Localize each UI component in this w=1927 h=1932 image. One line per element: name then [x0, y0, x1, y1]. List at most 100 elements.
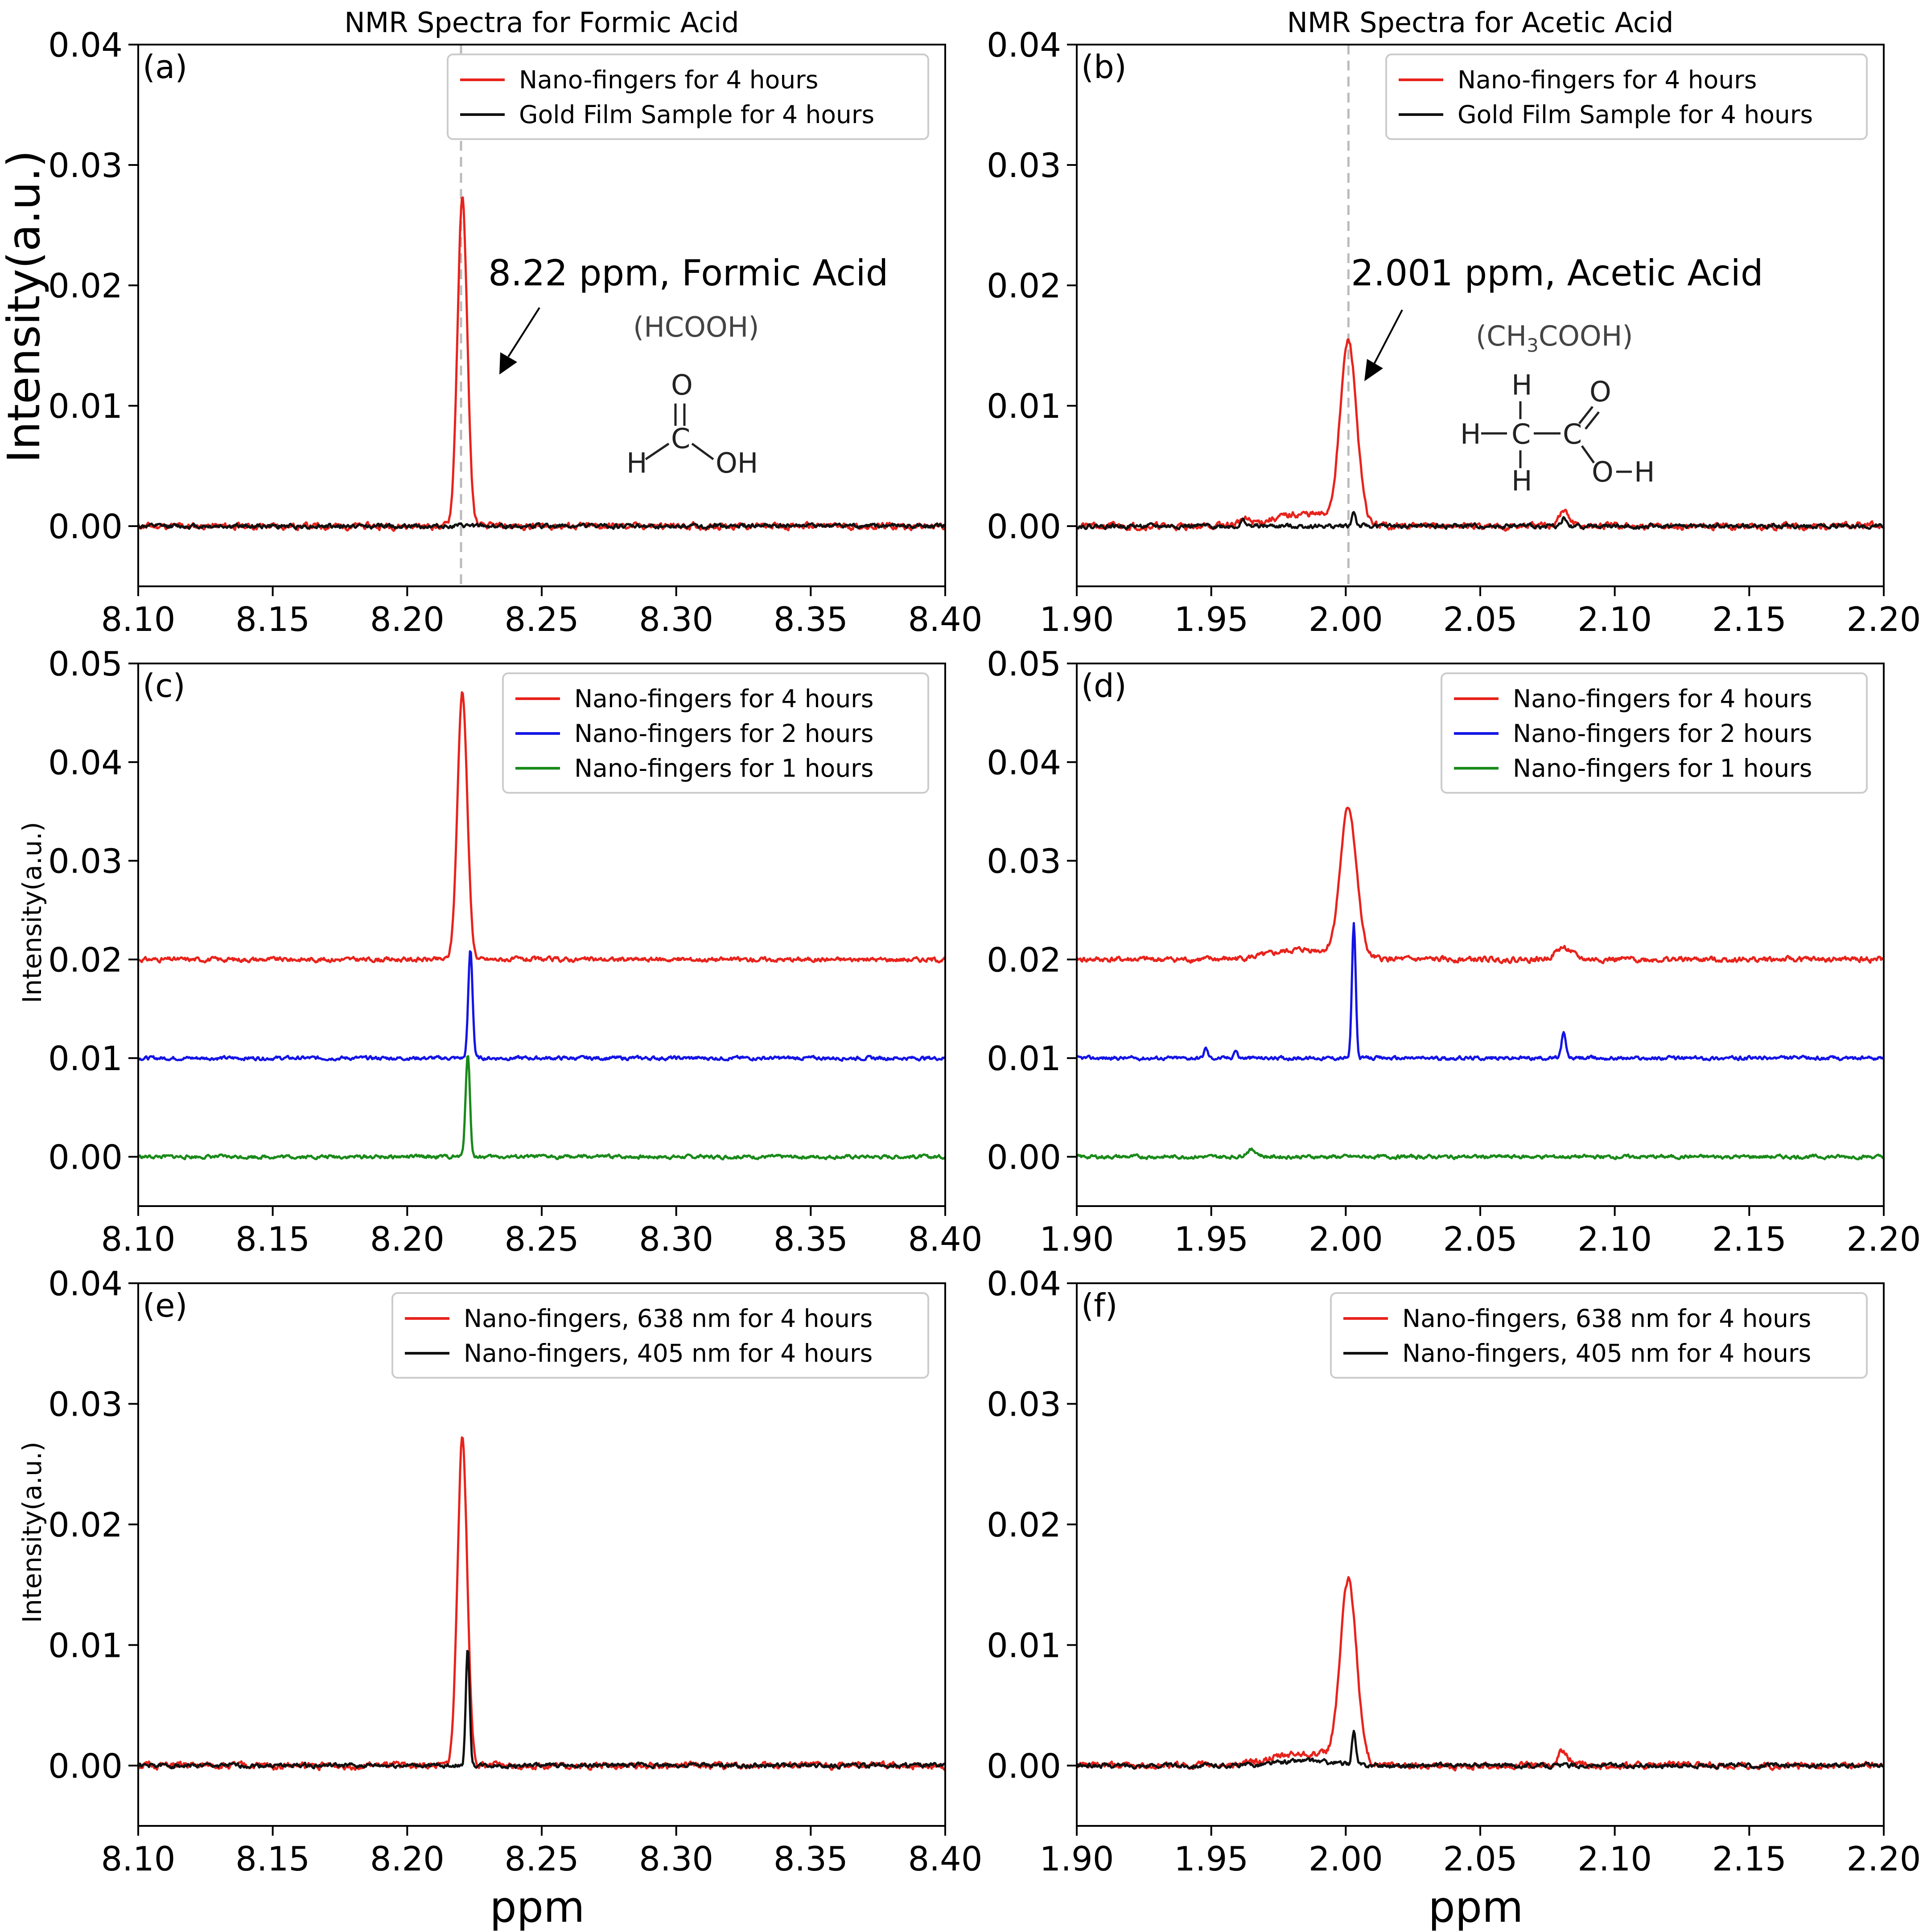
x-axis-label: ppm [1428, 1883, 1523, 1932]
x-tick-label: 8.35 [774, 1219, 848, 1259]
x-tick-label: 2.10 [1577, 1219, 1652, 1259]
x-tick-label: 2.15 [1712, 1219, 1787, 1259]
arrow-head [1364, 359, 1383, 381]
y-tick-label: 0.03 [48, 146, 123, 185]
y-tick-label: 0.04 [987, 743, 1061, 782]
series-c-1 [138, 950, 945, 1062]
series-b-1 [1077, 511, 1884, 531]
atom-label: C [1511, 418, 1531, 450]
legend-box [391, 1292, 929, 1379]
legend: Nano-fingers for 4 hours Gold Film Sample… [1385, 54, 1868, 140]
x-tick-label: 8.10 [101, 1839, 176, 1878]
x-tick-label: 8.35 [774, 1839, 848, 1878]
x-tick-label: 2.00 [1309, 1219, 1383, 1259]
y-tick-label: 0.02 [48, 1505, 123, 1545]
y-tick-label: 0.02 [987, 266, 1061, 305]
legend-entry: Nano-fingers for 4 hours [1458, 66, 1757, 94]
bond [1585, 411, 1600, 430]
y-tick-label: 0.02 [987, 1505, 1061, 1545]
legend-entry: Nano-fingers, 638 nm for 4 hours [1402, 1304, 1811, 1333]
x-axis-label: ppm [490, 1883, 585, 1932]
y-tick-label: 0.02 [48, 940, 123, 980]
x-tick-label: 1.95 [1174, 1219, 1248, 1259]
x-tick-label: 8.30 [639, 1839, 713, 1878]
annotation-text: 2.001 ppm, Acetic Acid [1351, 252, 1763, 294]
atom-label: H [1511, 465, 1532, 497]
x-tick-label: 2.20 [1847, 1219, 1921, 1259]
y-tick-label: 0.00 [48, 1747, 123, 1786]
y-tick-label: 0.01 [987, 1626, 1061, 1665]
series-c-0 [138, 691, 945, 964]
panel-e: 8.10 8.15 8.20 8.25 8.30 8.35 8.40 0.00 0.01 0.02… [17, 1264, 983, 1932]
y-tick-label: 0.03 [987, 1384, 1061, 1424]
y-tick-label: 0.01 [48, 387, 123, 426]
series-d-2 [1077, 1147, 1884, 1161]
legend-box [1441, 672, 1868, 794]
legend: Nano-fingers for 4 hours Nano-fingers for… [502, 672, 929, 794]
formula-label: (CH3COOH) [1476, 320, 1633, 356]
x-tick-label: 8.40 [908, 1839, 983, 1878]
panel-label: (b) [1081, 48, 1127, 86]
x-tick-label: 8.25 [505, 1839, 579, 1878]
x-tick-label: 8.10 [101, 1219, 176, 1259]
panel-d: 1.90 1.95 2.00 2.05 2.10 2.15 2.20 0.00 0.01 0.02… [987, 644, 1921, 1259]
annotation-arrow [1372, 309, 1403, 366]
x-tick-label: 1.95 [1174, 600, 1248, 639]
panel-label: (a) [143, 48, 187, 86]
legend-entry: Nano-fingers, 405 nm for 4 hours [1402, 1339, 1811, 1368]
legend-entry: Gold Film Sample for 4 hours [519, 100, 874, 129]
y-tick-label: 0.01 [48, 1039, 123, 1078]
legend: Nano-fingers for 4 hours Nano-fingers for… [1441, 672, 1868, 794]
panel-title: NMR Spectra for Acetic Acid [1287, 6, 1674, 39]
x-tick-label: 8.30 [639, 600, 713, 639]
atom-label: OH [716, 447, 758, 479]
y-tick-label: 0.05 [48, 644, 123, 684]
legend-entry: Nano-fingers for 1 hours [1513, 754, 1812, 783]
legend: Nano-fingers, 638 nm for 4 hours Nano-fin… [391, 1292, 929, 1379]
annotation-arrow [507, 307, 540, 358]
y-axis-label: Intensity(a.u.) [17, 822, 47, 1003]
y-tick-label: 0.00 [48, 1137, 123, 1177]
peak-annotation: 8.22 ppm, Formic Acid (HCOOH) OCH OH [488, 252, 888, 479]
legend-box [502, 672, 929, 794]
y-tick-label: 0.04 [987, 1264, 1061, 1303]
legend-entry: Nano-fingers for 2 hours [1513, 719, 1812, 748]
y-tick-label: 0.02 [987, 940, 1061, 980]
atom-label: C [671, 422, 690, 455]
formula-label: (HCOOH) [633, 311, 759, 343]
x-tick-label: 2.00 [1309, 1839, 1383, 1878]
x-tick-label: 8.10 [101, 600, 176, 639]
series-f-0 [1077, 1576, 1884, 1772]
x-tick-label: 8.20 [370, 1219, 445, 1259]
legend-entry: Nano-fingers for 4 hours [519, 66, 818, 94]
x-tick-label: 2.10 [1577, 600, 1652, 639]
x-tick-label: 2.20 [1847, 1839, 1921, 1878]
legend-entry: Nano-fingers for 2 hours [574, 719, 873, 748]
x-tick-label: 8.30 [639, 1219, 713, 1259]
legend-entry: Gold Film Sample for 4 hours [1458, 100, 1813, 129]
legend-entry: Nano-fingers for 1 hours [574, 754, 873, 783]
legend-entry: Nano-fingers for 4 hours [574, 684, 873, 713]
x-tick-label: 1.90 [1040, 600, 1114, 639]
panel-a: 8.10 8.15 8.20 8.25 8.30 8.35 8.40 0.00 0.01 0.02… [0, 6, 983, 639]
bond [1578, 406, 1593, 424]
x-tick-label: 8.40 [908, 1219, 983, 1259]
y-tick-label: 0.01 [48, 1626, 123, 1665]
atom-label: O [1592, 456, 1614, 488]
atom-label: H [1460, 418, 1481, 450]
x-tick-label: 2.20 [1847, 600, 1921, 639]
x-tick-label: 8.25 [505, 600, 579, 639]
series-a-1 [138, 522, 945, 530]
x-tick-label: 8.15 [235, 600, 310, 639]
x-tick-label: 8.15 [235, 1219, 310, 1259]
panel-c: 8.10 8.15 8.20 8.25 8.30 8.35 8.40 0.00 0.01 0.02… [17, 644, 983, 1259]
x-tick-label: 1.90 [1040, 1839, 1114, 1878]
atom-label: O [1589, 375, 1611, 408]
x-tick-label: 1.90 [1040, 1219, 1114, 1259]
legend-box [1385, 54, 1868, 140]
panel-title: NMR Spectra for Formic Acid [344, 6, 739, 39]
y-tick-label: 0.02 [48, 266, 123, 305]
x-tick-label: 8.20 [370, 1839, 445, 1878]
panel-label: (e) [143, 1287, 187, 1324]
